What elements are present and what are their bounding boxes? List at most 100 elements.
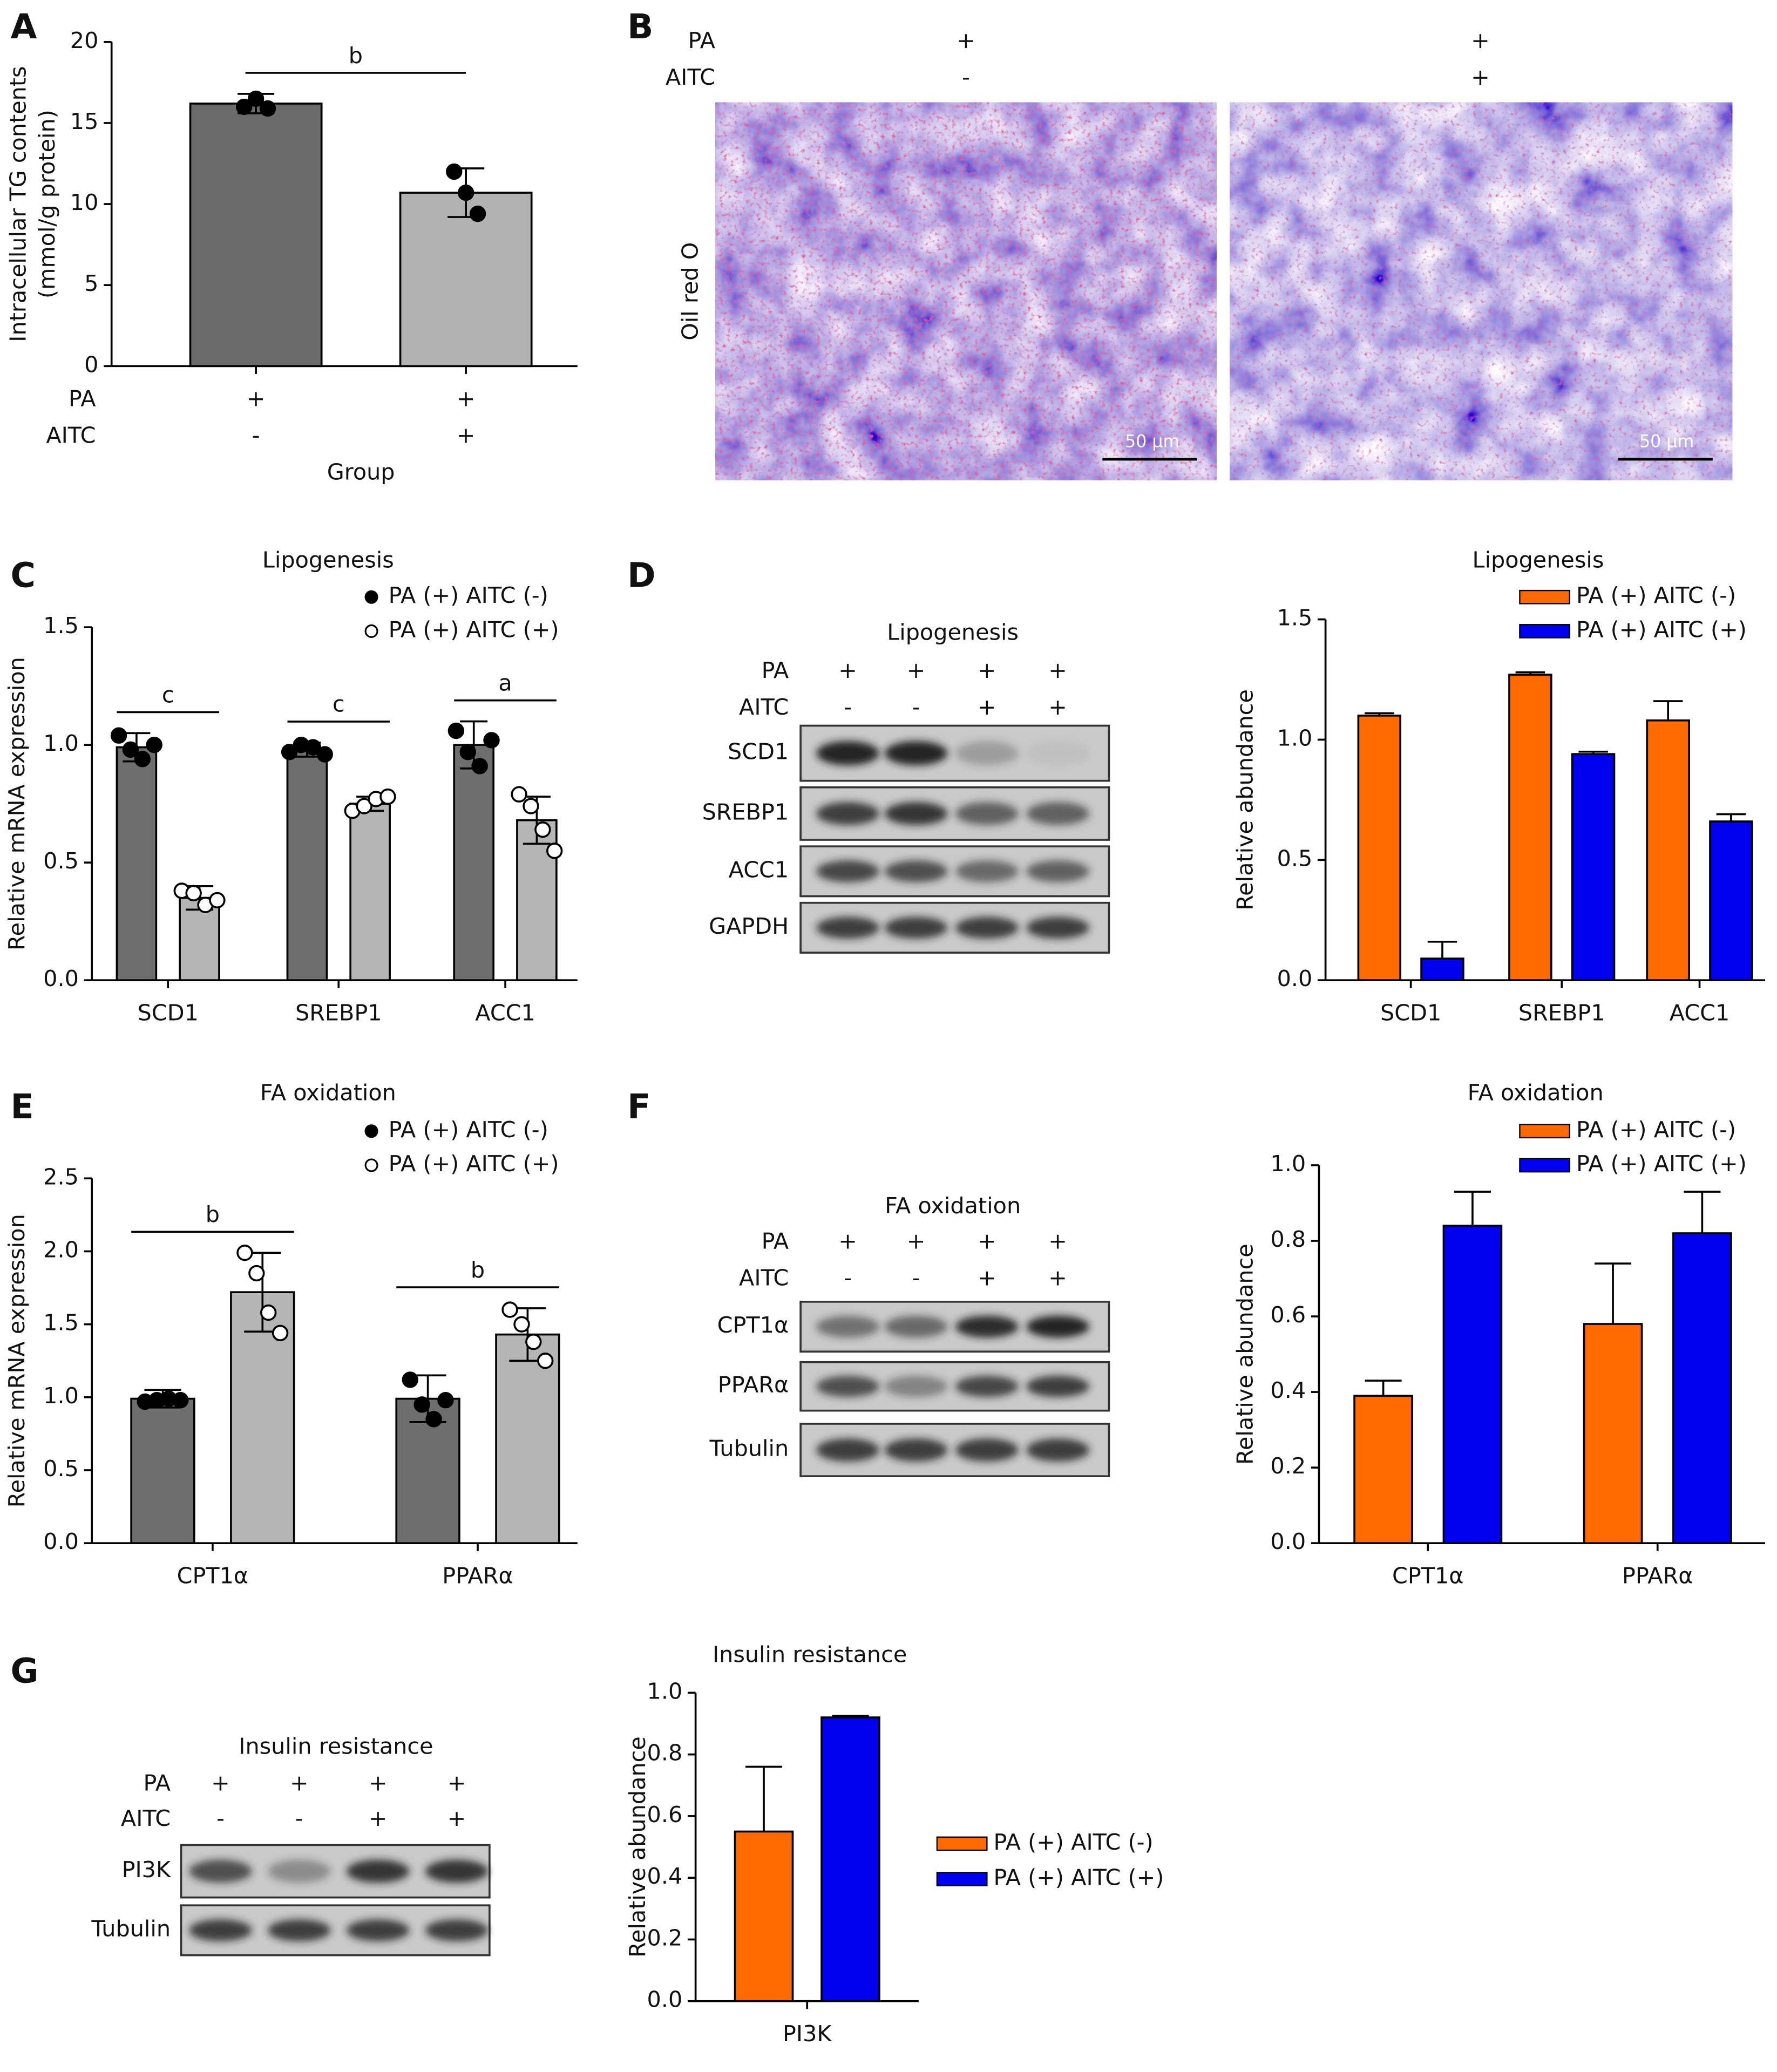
condition-value: + [1048, 1228, 1067, 1254]
legend-swatch [1519, 624, 1571, 638]
bar [453, 744, 495, 981]
bar [1353, 1395, 1413, 1545]
blot-band [884, 741, 948, 766]
blot-band [1026, 1438, 1089, 1462]
blot-band [816, 802, 879, 825]
condition-value: + [1471, 64, 1490, 90]
band-label: CPT1α [717, 1312, 789, 1338]
y-tick-label: 1.5 [43, 1310, 79, 1336]
y-tick-label: 10 [70, 189, 99, 215]
data-point [511, 786, 527, 803]
condition-value: - [912, 694, 920, 720]
condition-name: AITC [46, 423, 96, 449]
x-tick-label: SCD1 [1380, 1000, 1441, 1025]
data-point [525, 1333, 542, 1350]
condition-value: + [290, 1770, 309, 1796]
data-point [501, 1301, 518, 1318]
data-point [356, 798, 372, 814]
legend-swatch [1519, 1124, 1571, 1139]
band-label: SREBP1 [702, 799, 789, 825]
condition-name: PA [144, 1770, 171, 1796]
panel-letter: B [627, 6, 653, 46]
panel-letter: F [627, 1086, 650, 1126]
significance-label: a [498, 670, 512, 696]
condition-value: + [369, 1770, 388, 1796]
legend-marker [364, 1158, 378, 1172]
band-label: ACC1 [729, 857, 789, 882]
band-label: PI3K [122, 1857, 171, 1883]
y-tick-label: 0 [84, 351, 98, 377]
data-point [209, 892, 226, 909]
condition-value: + [1471, 28, 1490, 53]
blot-band [955, 860, 1019, 882]
legend-swatch [936, 1872, 988, 1886]
data-point [260, 1304, 277, 1321]
legend-marker [364, 1124, 378, 1138]
condition-value: - [912, 1265, 920, 1291]
condition-value: + [838, 1228, 857, 1254]
condition-name: PA [69, 386, 96, 412]
panel-letter: A [10, 6, 37, 46]
y-tick-label: 0.0 [1270, 1528, 1306, 1554]
legend-label: PA (+) AITC (+) [389, 1151, 559, 1177]
y-tick-label: 5 [84, 270, 98, 296]
bar [1672, 1232, 1732, 1545]
y-axis-label: Intracellular TG contents [5, 66, 31, 342]
data-point [134, 751, 151, 767]
legend-label: PA (+) AITC (-) [1576, 1117, 1736, 1143]
y-tick-label: 1.0 [647, 1678, 683, 1704]
legend-marker [364, 624, 378, 638]
condition-value: + [247, 386, 266, 412]
legend-swatch [1519, 1158, 1571, 1173]
y-tick-label: 15 [70, 108, 99, 134]
data-point [483, 732, 500, 749]
data-point [281, 744, 298, 760]
blot-band [1026, 916, 1089, 939]
y-axis-label: Relative mRNA expression [4, 657, 30, 950]
bar [820, 1716, 880, 2002]
condition-name: PA [762, 657, 789, 683]
blot-band [884, 1375, 948, 1397]
y-tick-label: 0.0 [647, 1987, 683, 2013]
blot-band [884, 1438, 948, 1462]
y-tick-label: 0.0 [43, 1528, 79, 1554]
bar [1646, 719, 1690, 981]
micrograph [715, 102, 1217, 480]
chart-title: Lipogenesis [1473, 547, 1604, 573]
condition-value: - [216, 1805, 225, 1831]
condition-value: + [957, 28, 975, 53]
blot-band [816, 1438, 879, 1462]
significance-label: b [471, 1257, 485, 1283]
x-tick-label: PI3K [783, 2021, 832, 2047]
data-point [236, 1244, 253, 1261]
panel-letter: G [10, 1650, 38, 1690]
bar [1571, 753, 1616, 981]
bar [1442, 1225, 1503, 1545]
legend-label: PA (+) AITC (+) [994, 1865, 1164, 1891]
data-point [304, 739, 322, 756]
y-axis-label: Relative mRNA expression [4, 1214, 30, 1507]
x-tick-label: ACC1 [475, 1000, 535, 1025]
data-point [513, 1316, 530, 1333]
x-axis-label: Group [327, 459, 395, 485]
blot-band [884, 860, 948, 882]
legend-label: PA (+) AITC (-) [1576, 582, 1736, 608]
legend-label: PA (+) AITC (+) [1576, 1151, 1747, 1177]
blot-band [346, 1859, 410, 1883]
blot-band [816, 860, 879, 882]
y-tick-label: 0.2 [647, 1925, 683, 1951]
data-point [471, 758, 488, 775]
x-tick-label: PPARα [442, 1563, 513, 1588]
y-tick-label: 0.5 [43, 848, 79, 874]
condition-name: AITC [666, 64, 715, 90]
y-tick-label: 1.0 [1270, 1151, 1306, 1177]
data-point [523, 798, 539, 814]
data-point [122, 741, 139, 758]
chart-title: FA oxidation [260, 1080, 396, 1106]
panel-letter: C [10, 555, 35, 595]
bar [1357, 715, 1402, 981]
legend-label: PA (+) AITC (-) [389, 582, 548, 608]
data-point [534, 821, 551, 838]
